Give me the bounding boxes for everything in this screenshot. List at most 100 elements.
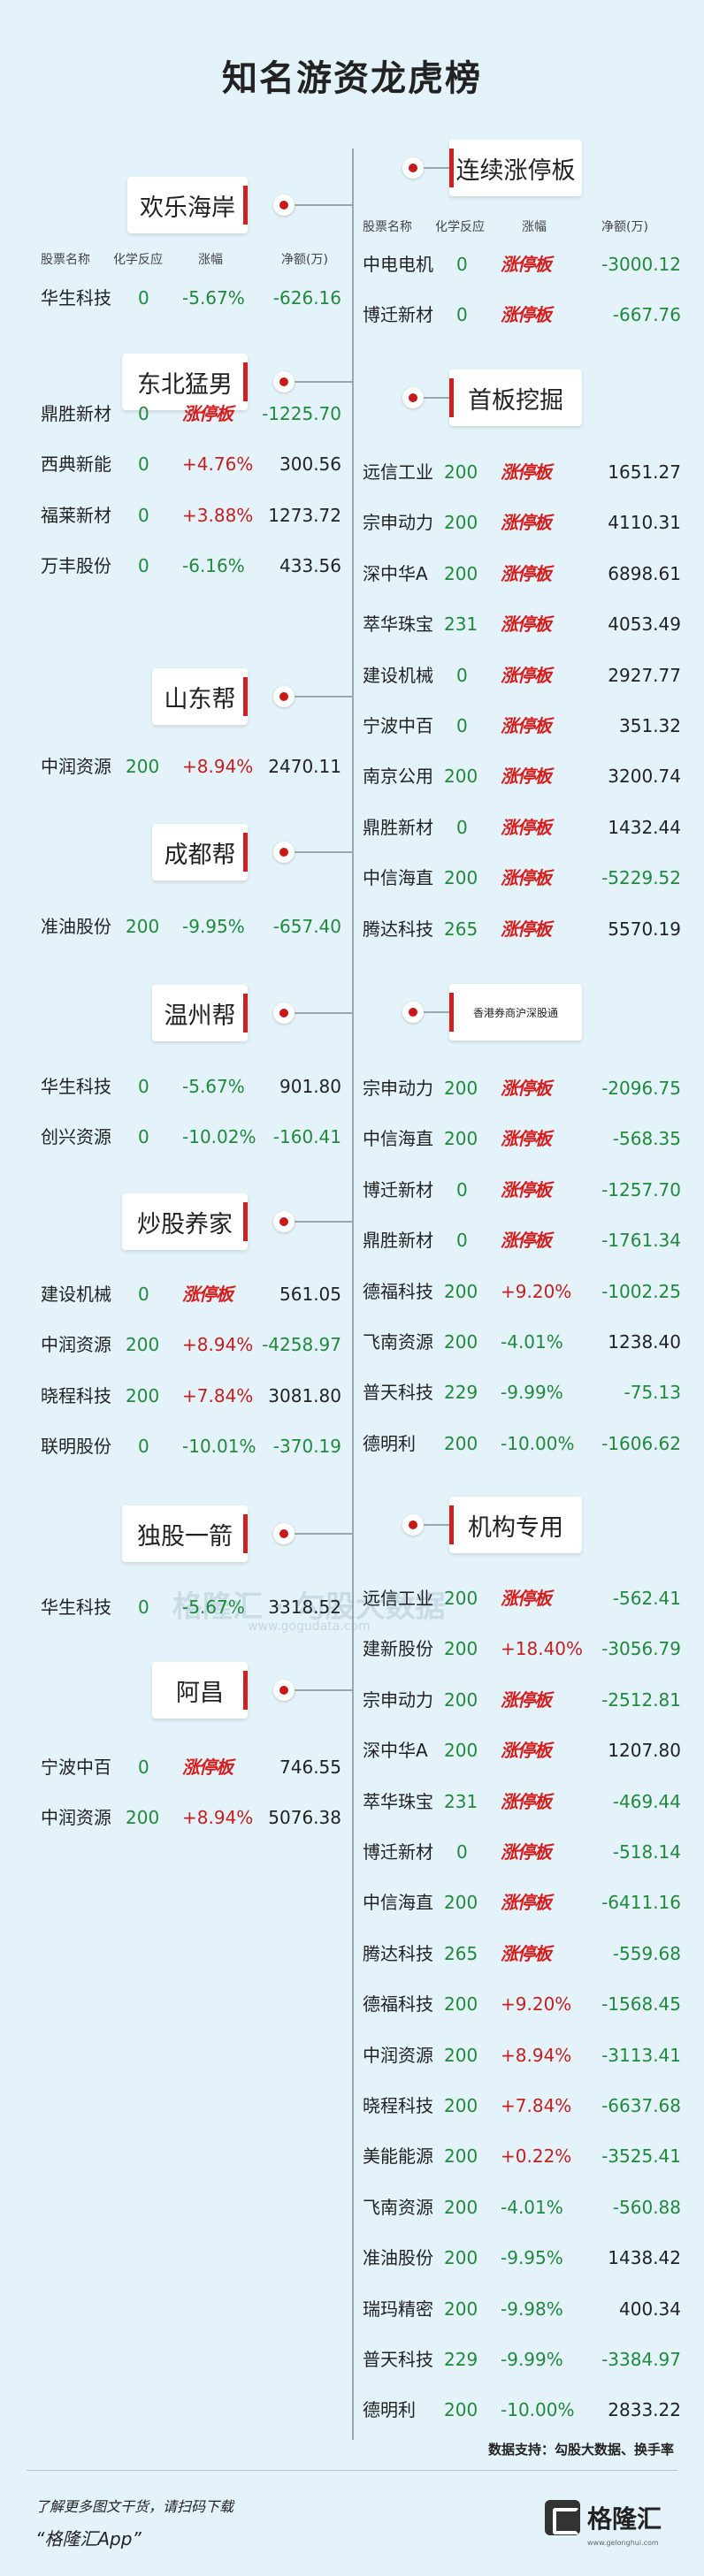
section-connector	[295, 1689, 353, 1691]
net-amount: -1257.70	[601, 1178, 681, 1200]
net-amount: -1568.45	[601, 1993, 681, 2016]
reaction-value: 200	[444, 1638, 478, 1660]
section-marker-icon	[273, 842, 295, 863]
table-row: 中信海直 200 涨停板 -5229.52	[363, 865, 681, 891]
watermark: 格隆汇 · 勾股大数据	[172, 1589, 446, 1625]
net-amount: 433.56	[279, 555, 341, 577]
change-value: +8.94%	[182, 1807, 254, 1829]
table-row: 博迁新材 0 涨停板 -1257.70	[363, 1177, 681, 1203]
reaction-value: 200	[444, 461, 478, 483]
stock-name: 中润资源	[41, 1807, 111, 1829]
stock-name: 普天科技	[363, 2349, 433, 2370]
net-amount: 5570.19	[608, 918, 681, 940]
stock-name: 博迁新材	[363, 304, 433, 326]
net-amount: -3000.12	[601, 254, 681, 275]
header-reason: 化学反应	[113, 253, 163, 267]
table-row: 萃华珠宝 231 涨停板 -469.44	[363, 1788, 681, 1815]
change-value: +7.84%	[182, 1384, 254, 1406]
net-amount: -667.76	[612, 304, 681, 326]
change-value: -9.95%	[501, 2247, 563, 2269]
limit-up-badge: 涨停板	[501, 1128, 552, 1150]
reaction-value: 0	[456, 1841, 468, 1863]
table-row: 远信工业 200 涨停板 -562.41	[363, 1585, 681, 1612]
stock-name: 远信工业	[363, 461, 433, 483]
data-source: 数据支持：勾股大数据、换手率	[487, 2442, 674, 2458]
section-connector	[424, 1011, 449, 1013]
reaction-value: 200	[444, 1993, 478, 2016]
stock-name: 鼎胜新材	[363, 1230, 433, 1252]
table-row: 宗申动力 200 涨停板 4110.31	[363, 509, 681, 536]
stock-name: 中信海直	[363, 867, 433, 889]
change-value: -9.99%	[501, 2349, 563, 2370]
net-amount: 3318.52	[268, 1597, 341, 1618]
table-row: 南京公用 200 涨停板 3200.74	[363, 763, 681, 789]
table-row: 宗申动力 200 涨停板 -2512.81	[363, 1687, 681, 1713]
reaction-value: 0	[456, 715, 468, 736]
stock-name: 深中华A	[363, 1740, 428, 1762]
table-row: 建设机械 0 涨停板 2927.77	[363, 662, 681, 689]
header-net: 净额(万)	[601, 220, 648, 234]
reaction-value: 200	[444, 1280, 478, 1302]
logo-text: 格隆汇	[587, 2504, 662, 2534]
reaction-value: 0	[456, 1178, 468, 1200]
table-row: 腾达科技 265 涨停板 -559.68	[363, 1940, 681, 1967]
table-row: 鼎胜新材 0 涨停板 -1225.70	[41, 400, 341, 427]
reaction-value: 0	[138, 403, 149, 424]
reaction-value: 200	[444, 1688, 478, 1711]
table-row: 万丰股份 0 -6.16% 433.56	[41, 553, 341, 579]
net-amount: 1273.72	[268, 504, 341, 526]
net-amount: -5229.52	[601, 867, 681, 889]
reaction-value: 200	[444, 867, 478, 889]
section-marker-icon	[402, 1002, 424, 1023]
table-row: 福莱新材 0 +3.88% 1273.72	[41, 502, 341, 529]
reaction-value: 231	[444, 1790, 478, 1812]
table-row: 美能能源 200 +0.22% -3525.41	[363, 2143, 681, 2169]
footer-text: 了解更多图文干货，请扫码下载	[35, 2498, 234, 2515]
table-row: 博迁新材 0 涨停板 -667.76	[363, 301, 681, 328]
stock-name: 中润资源	[41, 1334, 111, 1356]
stock-name: 晓程科技	[363, 2095, 433, 2116]
limit-up-badge: 涨停板	[501, 562, 552, 584]
section-tag: 欢乐海岸	[127, 177, 248, 233]
net-amount: -568.35	[612, 1128, 681, 1150]
table-row: 深中华A 200 涨停板 1207.80	[363, 1737, 681, 1764]
table-row: 德福科技 200 +9.20% -1002.25	[363, 1278, 681, 1305]
header-net: 净额(万)	[281, 253, 328, 267]
reaction-value: 200	[444, 2145, 478, 2168]
section-marker-icon	[273, 1680, 295, 1701]
net-amount: -1225.70	[262, 403, 341, 424]
net-amount: -518.14	[612, 1841, 681, 1863]
stock-name: 准油股份	[41, 916, 111, 937]
header-change: 涨幅	[522, 220, 547, 234]
stock-name: 德明利	[363, 1432, 416, 1454]
section-connector	[295, 1221, 353, 1223]
change-value: +8.94%	[182, 756, 254, 777]
stock-name: 中信海直	[363, 1128, 433, 1150]
net-amount: -1761.34	[601, 1230, 681, 1252]
stock-name: 萃华珠宝	[363, 614, 433, 636]
reaction-value: 200	[444, 1331, 478, 1353]
reaction-value: 200	[444, 2399, 478, 2421]
reaction-value: 0	[138, 1284, 149, 1305]
net-amount: -562.41	[612, 1588, 681, 1609]
table-row: 华生科技 0 -5.67% 901.80	[41, 1073, 341, 1100]
reaction-value: 200	[444, 1892, 478, 1914]
limit-up-badge: 涨停板	[501, 1841, 552, 1863]
stock-name: 飞南资源	[363, 2196, 433, 2218]
net-amount: -3525.41	[601, 2145, 681, 2168]
table-row: 中润资源 200 +8.94% 2470.11	[41, 753, 341, 780]
table-row: 飞南资源 200 -4.01% -560.88	[363, 2194, 681, 2221]
stock-name: 鼎胜新材	[41, 403, 111, 424]
section-connector	[295, 1012, 353, 1014]
change-value: +18.40%	[501, 1638, 584, 1660]
net-amount: 2927.77	[608, 664, 681, 686]
reaction-value: 200	[444, 1128, 478, 1150]
table-row: 中信海直 200 涨停板 -568.35	[363, 1125, 681, 1152]
net-amount: -2096.75	[601, 1078, 681, 1099]
table-row: 鼎胜新材 0 涨停板 1432.44	[363, 814, 681, 841]
header-name: 股票名称	[363, 220, 412, 234]
header-reason: 化学反应	[435, 220, 485, 234]
stock-name: 博迁新材	[363, 1178, 433, 1200]
section-tag: 成都帮	[152, 824, 248, 880]
change-value: +8.94%	[182, 1334, 254, 1356]
